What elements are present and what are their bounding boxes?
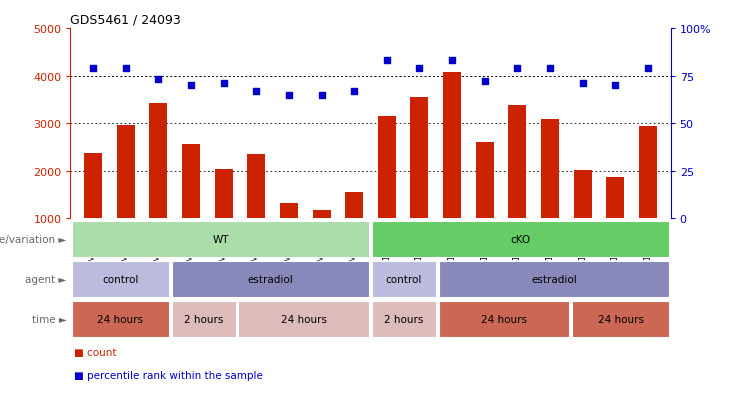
FancyBboxPatch shape <box>72 221 369 257</box>
FancyBboxPatch shape <box>239 301 369 337</box>
Point <box>120 66 132 72</box>
Text: WT: WT <box>212 234 229 244</box>
Bar <box>639 126 657 219</box>
Text: 24 hours: 24 hours <box>97 314 144 325</box>
FancyBboxPatch shape <box>72 261 169 297</box>
Point <box>479 79 491 85</box>
Text: 24 hours: 24 hours <box>597 314 644 325</box>
Point <box>185 83 197 89</box>
Text: ■ count: ■ count <box>74 347 116 357</box>
Bar <box>443 73 461 219</box>
Point <box>87 66 99 72</box>
Bar <box>313 210 330 219</box>
Bar <box>280 204 298 219</box>
Point <box>316 92 328 99</box>
Point <box>642 66 654 72</box>
Bar <box>150 104 167 219</box>
Point <box>153 77 165 83</box>
Bar <box>476 143 494 219</box>
Text: 2 hours: 2 hours <box>384 314 424 325</box>
Text: 2 hours: 2 hours <box>184 314 224 325</box>
Text: ■ percentile rank within the sample: ■ percentile rank within the sample <box>74 370 263 380</box>
Point <box>446 58 458 64</box>
Bar <box>508 106 526 219</box>
Text: 24 hours: 24 hours <box>481 314 527 325</box>
Bar <box>541 120 559 219</box>
Point <box>381 58 393 64</box>
Point <box>348 88 360 95</box>
Bar <box>411 98 428 219</box>
Bar <box>574 171 591 219</box>
Point <box>511 66 523 72</box>
FancyBboxPatch shape <box>372 261 436 297</box>
FancyBboxPatch shape <box>172 261 369 297</box>
Text: control: control <box>385 274 422 285</box>
Point <box>413 66 425 72</box>
FancyBboxPatch shape <box>572 301 669 337</box>
FancyBboxPatch shape <box>372 221 669 257</box>
FancyBboxPatch shape <box>439 261 669 297</box>
Text: agent ►: agent ► <box>25 274 67 285</box>
Text: control: control <box>102 274 139 285</box>
Text: estradiol: estradiol <box>531 274 576 285</box>
Point <box>576 81 588 87</box>
Point <box>250 88 262 95</box>
Point <box>609 83 621 89</box>
FancyBboxPatch shape <box>172 301 236 337</box>
Point <box>544 66 556 72</box>
Bar <box>182 145 200 219</box>
Bar <box>247 154 265 219</box>
Text: GDS5461 / 24093: GDS5461 / 24093 <box>70 13 181 26</box>
Text: time ►: time ► <box>32 314 67 325</box>
Text: genotype/variation ►: genotype/variation ► <box>0 234 67 244</box>
FancyBboxPatch shape <box>439 301 569 337</box>
FancyBboxPatch shape <box>72 301 169 337</box>
Bar <box>84 153 102 219</box>
Text: cKO: cKO <box>511 234 531 244</box>
Bar <box>606 178 624 219</box>
FancyBboxPatch shape <box>372 301 436 337</box>
Point <box>283 92 295 99</box>
Text: 24 hours: 24 hours <box>281 314 327 325</box>
Bar <box>378 116 396 219</box>
Point <box>218 81 230 87</box>
Text: estradiol: estradiol <box>247 274 293 285</box>
Bar <box>215 170 233 219</box>
Bar <box>345 192 363 219</box>
Bar <box>117 125 135 219</box>
